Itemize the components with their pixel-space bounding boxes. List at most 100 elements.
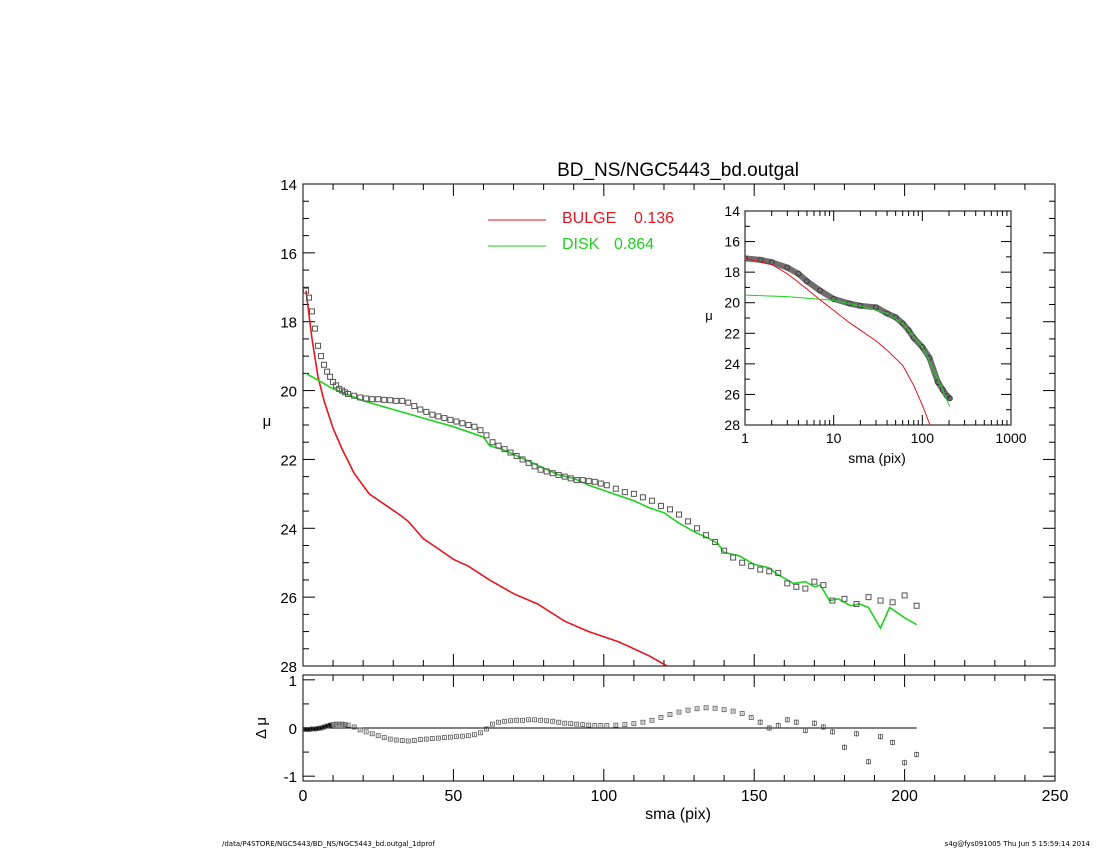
residual-data-point bbox=[902, 760, 907, 766]
main-y-axis: 14 16 18 20 22 24 26 28 bbox=[280, 177, 1056, 676]
main-data-point bbox=[312, 325, 319, 332]
main-data-point bbox=[330, 378, 337, 385]
main-data-point bbox=[309, 308, 316, 315]
main-data-point bbox=[841, 595, 848, 602]
residual-data-point bbox=[532, 717, 538, 723]
residual-data-point bbox=[586, 722, 592, 728]
legend-label-bulge: BULGE bbox=[562, 210, 616, 227]
residual-data-point bbox=[399, 738, 405, 743]
residual-data-point bbox=[556, 719, 562, 725]
residual-data-point bbox=[544, 718, 550, 724]
main-data-point bbox=[630, 490, 637, 497]
main-data-layer bbox=[303, 287, 920, 666]
residual-data-point bbox=[649, 717, 655, 723]
main-data-point bbox=[507, 449, 514, 456]
main-data-point bbox=[657, 502, 664, 509]
inset-data-point bbox=[926, 354, 933, 361]
main-data-point bbox=[612, 485, 619, 492]
residual-data-point bbox=[514, 717, 519, 723]
inset-y-tick-label: 26 bbox=[724, 386, 740, 402]
main-data-point bbox=[513, 452, 520, 459]
residual-x-tick-label: 250 bbox=[1042, 788, 1069, 805]
main-data-point bbox=[802, 585, 809, 592]
residual-y-tick-label: 0 bbox=[289, 721, 297, 738]
residual-data-point bbox=[502, 718, 507, 724]
residual-data-point bbox=[435, 735, 441, 741]
main-data-point bbox=[477, 427, 484, 434]
main-data-point bbox=[417, 406, 424, 413]
residual-data-point bbox=[721, 707, 727, 713]
residual-data-point bbox=[631, 721, 637, 727]
residual-y-tick-label: 1 bbox=[289, 673, 297, 690]
main-y-tick-label: 20 bbox=[280, 384, 297, 401]
inset-y-tick-label: 14 bbox=[724, 203, 740, 219]
inset-axes: 14 16 18 20 22 24 26 281 10 100 1000 bbox=[724, 203, 1026, 446]
main-data-point bbox=[441, 415, 448, 422]
main-y-tick-label: 18 bbox=[280, 315, 297, 332]
residual-data-point bbox=[866, 759, 871, 765]
main-data-point bbox=[525, 459, 532, 466]
main-data-point bbox=[327, 373, 334, 380]
residual-x-axis-label: sma (pix) bbox=[645, 806, 711, 823]
residual-data-point bbox=[478, 730, 483, 736]
inset-y-tick-label: 18 bbox=[724, 264, 740, 280]
main-y-tick-label: 24 bbox=[280, 521, 297, 538]
residual-data-layer bbox=[303, 705, 920, 766]
main-data-point bbox=[757, 566, 764, 573]
residual-x-tick-label: 150 bbox=[741, 788, 768, 805]
main-data-point bbox=[784, 580, 791, 587]
main-data-point bbox=[351, 392, 358, 399]
residual-data-point bbox=[640, 719, 646, 725]
residual-data-point bbox=[484, 726, 489, 732]
residual-data-point bbox=[508, 718, 513, 724]
main-data-point bbox=[567, 475, 574, 482]
inset-data-point bbox=[817, 287, 823, 294]
residual-data-point bbox=[381, 735, 387, 741]
main-data-point bbox=[889, 599, 896, 606]
residual-data-point bbox=[730, 708, 736, 714]
residual-data-point bbox=[854, 731, 859, 737]
residual-data-point bbox=[739, 711, 745, 716]
inset-data-layer bbox=[745, 255, 953, 425]
main-data-point bbox=[369, 396, 376, 403]
inset-data-point bbox=[830, 295, 837, 302]
main-data-point bbox=[591, 478, 598, 485]
main-data-point bbox=[381, 396, 388, 403]
residual-data-point bbox=[538, 717, 544, 723]
residual-data-point bbox=[766, 725, 772, 731]
residual-data-point bbox=[327, 722, 333, 728]
residual-data-point bbox=[375, 733, 381, 739]
residual-data-point bbox=[748, 715, 754, 720]
main-data-point bbox=[375, 396, 382, 403]
main-y-tick-label: 26 bbox=[280, 590, 297, 607]
main-data-point bbox=[393, 397, 400, 404]
main-y-axis-label: μ bbox=[263, 413, 272, 430]
footer-file-path: /data/P4STORE/NGC5443/BD_NS/NGC5443_bd.o… bbox=[222, 840, 435, 848]
main-data-point bbox=[721, 547, 728, 554]
main-data-point bbox=[429, 411, 436, 418]
main-y-tick-label: 28 bbox=[280, 659, 297, 676]
inset-y-tick-label: 24 bbox=[724, 356, 740, 372]
main-data-point bbox=[555, 471, 562, 478]
residual-data-point bbox=[369, 731, 375, 737]
inset-y-tick-label: 20 bbox=[724, 295, 740, 311]
residual-data-point bbox=[694, 706, 700, 712]
main-data-point bbox=[315, 342, 322, 349]
residual-data-point bbox=[393, 737, 399, 743]
main-data-point bbox=[324, 368, 331, 375]
main-data-point bbox=[685, 518, 692, 525]
residual-x-tick-label: 0 bbox=[299, 788, 308, 805]
residual-data-point bbox=[592, 723, 598, 728]
main-data-point bbox=[543, 468, 550, 475]
footer-timestamp: s4g@fys091005 Thu Jun 5 15:59:14 2014 bbox=[944, 840, 1090, 848]
main-data-point bbox=[573, 477, 580, 484]
residual-data-point bbox=[387, 736, 393, 742]
main-data-point bbox=[453, 418, 460, 425]
residual-data-point bbox=[490, 721, 495, 727]
residual-data-point bbox=[496, 719, 501, 725]
residual-data-point bbox=[658, 715, 664, 720]
main-data-point bbox=[345, 391, 352, 398]
residual-data-point bbox=[802, 728, 808, 733]
residual-data-point bbox=[460, 733, 465, 739]
inset-y-tick-label: 22 bbox=[724, 325, 740, 341]
